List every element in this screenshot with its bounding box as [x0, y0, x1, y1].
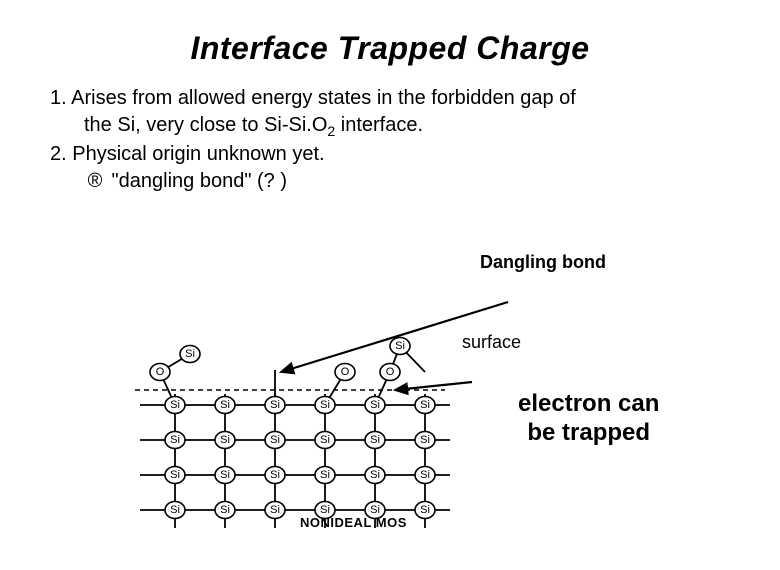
svg-text:Si: Si [220, 469, 230, 481]
label-electron-trapped: electron can be trapped [518, 390, 659, 448]
svg-text:Si: Si [320, 469, 330, 481]
svg-text:Si: Si [420, 434, 430, 446]
slide: Interface Trapped Charge 1. Arises from … [0, 0, 780, 540]
svg-text:Si: Si [170, 399, 180, 411]
svg-text:Si: Si [170, 504, 180, 516]
svg-text:Si: Si [270, 504, 280, 516]
slide-body: 1. Arises from allowed energy states in … [50, 85, 730, 195]
svg-text:Si: Si [185, 348, 195, 360]
svg-text:Si: Si [270, 469, 280, 481]
svg-text:Si: Si [170, 434, 180, 446]
svg-text:O: O [386, 366, 395, 378]
svg-text:Si: Si [170, 469, 180, 481]
arrow-icon: ® [84, 168, 106, 195]
svg-text:Si: Si [370, 399, 380, 411]
slide-title: Interface Trapped Charge [50, 30, 730, 67]
point-1-line-b: the Si, very close to Si-Si.O2 interface… [84, 112, 730, 141]
point-2: 2. Physical origin unknown yet. [50, 141, 730, 168]
svg-text:Si: Si [220, 434, 230, 446]
svg-text:Si: Si [270, 434, 280, 446]
svg-text:Si: Si [420, 504, 430, 516]
svg-text:Si: Si [420, 399, 430, 411]
svg-text:Si: Si [220, 504, 230, 516]
label-dangling-bond: Dangling bond [480, 252, 606, 273]
svg-text:Si: Si [220, 399, 230, 411]
svg-text:Si: Si [270, 399, 280, 411]
svg-text:O: O [156, 366, 165, 378]
svg-text:O: O [341, 366, 350, 378]
label-surface: surface [462, 332, 521, 353]
svg-text:Si: Si [395, 340, 405, 352]
point-2-sub: ® "dangling bond" (? ) [84, 168, 730, 195]
point-1-line-a: 1. Arises from allowed energy states in … [50, 85, 730, 112]
svg-text:Si: Si [420, 469, 430, 481]
svg-text:Si: Si [320, 399, 330, 411]
svg-text:Si: Si [320, 434, 330, 446]
svg-text:Si: Si [370, 469, 380, 481]
svg-text:Si: Si [370, 434, 380, 446]
footer-label: NONIDEAL MOS [300, 515, 407, 530]
